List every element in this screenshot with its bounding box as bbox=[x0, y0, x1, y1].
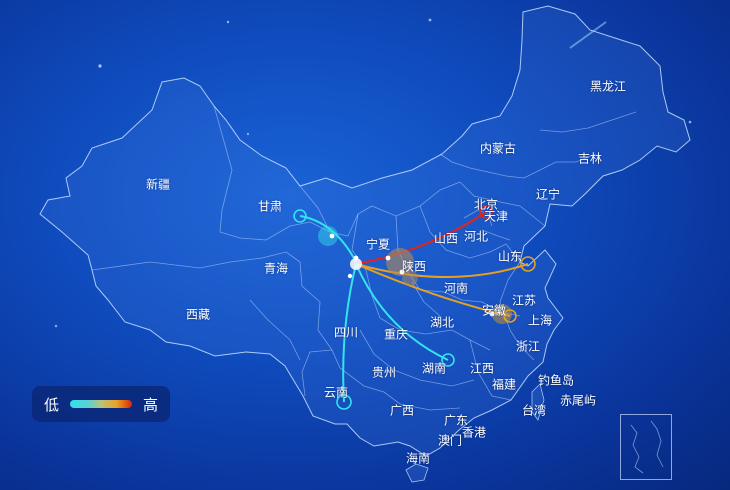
glow-ningxia bbox=[350, 258, 362, 270]
flow-line-ningxia-beijing bbox=[355, 211, 487, 265]
label-chongqing: 重庆 bbox=[383, 327, 409, 342]
glow-gansu bbox=[318, 226, 338, 246]
label-diaoyudao: 钓鱼岛 bbox=[537, 373, 575, 388]
label-ningxia: 宁夏 bbox=[365, 237, 391, 252]
label-aomen: 澳门 bbox=[437, 433, 463, 448]
label-jiangsu: 江苏 bbox=[511, 293, 537, 308]
inset-map bbox=[630, 420, 664, 474]
legend-high-label: 高 bbox=[142, 395, 158, 414]
endpoint-ring-beijing bbox=[479, 205, 493, 219]
label-xinjiang: 新疆 bbox=[145, 177, 171, 192]
label-jilin: 吉林 bbox=[577, 151, 603, 166]
label-shandong: 山东 bbox=[497, 249, 523, 264]
flow-line-ningxia-hunan bbox=[355, 263, 449, 361]
shooting-star bbox=[569, 21, 607, 49]
flow-line-ningxia-yunnan bbox=[342, 263, 357, 403]
flow-lines bbox=[299, 211, 529, 403]
endpoint-ring-shandong bbox=[520, 256, 536, 272]
glow-shaanxi bbox=[386, 248, 414, 276]
glow-shanghai bbox=[492, 304, 512, 324]
glow-shaanxi-2 bbox=[402, 270, 418, 286]
label-sichuan: 四川 bbox=[333, 325, 359, 340]
flow-dots bbox=[329, 233, 495, 317]
label-qinghai: 青海 bbox=[263, 261, 289, 276]
label-neimenggu: 内蒙古 bbox=[479, 141, 517, 156]
legend-low-label: 低 bbox=[44, 395, 60, 414]
hainan-island bbox=[405, 463, 429, 483]
endpoint-ring-gansu bbox=[293, 209, 307, 223]
label-anhui: 安徽 bbox=[481, 303, 507, 318]
label-henan: 河南 bbox=[443, 281, 469, 296]
label-jiangxi: 江西 bbox=[469, 361, 495, 376]
flow-line-ningxia-shanghai bbox=[355, 263, 511, 317]
label-hainan: 海南 bbox=[405, 451, 431, 466]
label-guangxi: 广西 bbox=[389, 403, 415, 418]
label-hubei: 湖北 bbox=[429, 315, 455, 330]
label-beijing: 北京 bbox=[473, 197, 499, 212]
label-guangdong: 广东 bbox=[443, 413, 469, 428]
label-fujian: 福建 bbox=[491, 377, 517, 392]
label-heilongjiang: 黑龙江 bbox=[589, 79, 627, 94]
endpoint-ring-yunnan bbox=[336, 394, 352, 410]
label-xizang: 西藏 bbox=[185, 307, 211, 322]
flow-line-ningxia-shandong bbox=[355, 263, 529, 278]
label-zhejiang: 浙江 bbox=[515, 339, 541, 354]
label-shanghai: 上海 bbox=[527, 313, 553, 328]
label-gansu: 甘肃 bbox=[257, 199, 283, 214]
endpoint-ring-hunan bbox=[441, 353, 455, 367]
endpoint-ring-shanghai bbox=[503, 309, 517, 323]
label-guizhou: 贵州 bbox=[371, 365, 397, 380]
label-liaoning: 辽宁 bbox=[535, 187, 561, 202]
color-legend: 低 高 bbox=[32, 386, 170, 422]
label-hebei: 河北 bbox=[463, 229, 489, 244]
flow-endpoints bbox=[293, 205, 536, 410]
label-shanxi: 山西 bbox=[433, 231, 459, 246]
taiwan-island bbox=[531, 383, 545, 421]
label-taiwan: 台湾 bbox=[521, 403, 547, 418]
decorative-stars bbox=[54, 18, 692, 328]
legend-gradient-bar bbox=[70, 400, 132, 408]
label-xianggang: 香港 bbox=[461, 425, 487, 440]
label-yunnan: 云南 bbox=[323, 385, 349, 400]
china-outline bbox=[39, 5, 691, 457]
south-china-sea-inset bbox=[620, 414, 672, 480]
label-hunan: 湖南 bbox=[421, 361, 447, 376]
label-shaanxi: 陕西 bbox=[401, 259, 427, 274]
label-chiweiyu: 赤尾屿 bbox=[559, 393, 597, 408]
label-tianjin: 天津 bbox=[483, 209, 509, 224]
